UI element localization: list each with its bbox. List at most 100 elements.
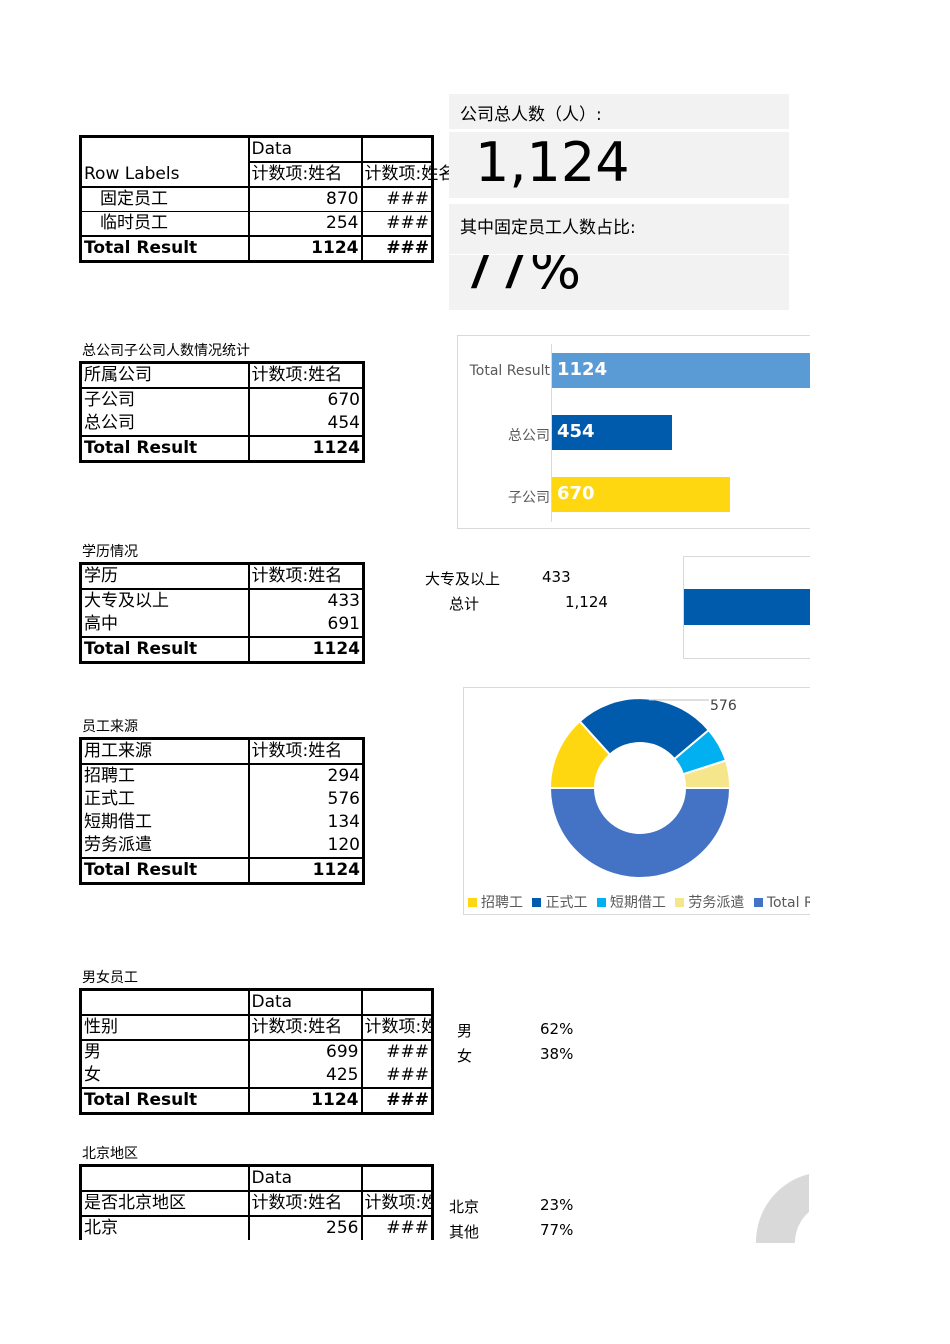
bar-value: 454 [557,421,595,442]
total-label: Total Result [79,857,250,884]
bar-label: 总公司 [508,428,550,444]
legend-item[interactable]: 劳务派遣 [675,895,744,911]
row-value: 254 [247,211,363,236]
pivot-table-education: 学历 计数项:姓名 大专及以上 433 高中 691 Total Result … [79,562,365,664]
caption-gender: 男女员工 [82,970,138,986]
total-label: Total Result [79,235,250,262]
row-value: 870 [247,187,363,212]
row-label: 正式工 [79,788,250,811]
side-label: 北京 [449,1198,480,1216]
caption-education: 学历情况 [82,544,138,560]
legend-item[interactable]: Total Res [753,895,810,911]
legend-label: 短期借工 [609,895,666,911]
row-value: ### [360,187,434,212]
row-value: ### [360,211,434,236]
side-value: 23% [540,1196,574,1214]
col-header: 计数项:姓名 [247,362,365,389]
col-header: 计数项:姓名 [360,162,455,188]
bar-total[interactable]: 1124 [552,353,810,388]
empty-cell [360,989,434,1016]
empty-cell [360,136,434,163]
side-label: 总计 [449,595,480,613]
empty-cell [360,1165,434,1192]
row-labels-header: Row Labels [79,162,250,188]
row-value: 433 [247,589,365,613]
bar-education[interactable] [684,589,810,625]
legend-item[interactable]: 正式工 [532,895,587,911]
side-value: 77% [540,1221,574,1239]
legend-swatch-icon [468,898,477,907]
pivot-table-gender: Data 性别 计数项:姓名 计数项:姓 男 699 ### 女 425 ###… [79,988,434,1115]
row-value: 425 [247,1064,363,1088]
side-value: 433 [542,568,571,586]
slice-regular [578,697,711,761]
kpi-total-value-card: 1,124 [449,132,789,198]
kpi-total-value: 1,124 [475,131,630,194]
donut-chart-beijing[interactable] [740,1160,809,1243]
row-value: 256 [247,1216,363,1240]
bar-label: 子公司 [508,490,550,506]
side-value: 62% [540,1020,574,1038]
axis-line [551,344,552,522]
row-label: 临时员工 [79,211,250,236]
row-value: 120 [247,834,365,858]
donut-data-label: 576 [710,698,737,714]
side-label: 大专及以上 [425,570,501,588]
pivot-table-company: 所属公司 计数项:姓名 子公司 670 总公司 454 Total Result… [79,361,365,463]
legend-item[interactable]: 招聘工 [468,895,523,911]
row-label: 高中 [79,613,250,637]
row-label: 女 [79,1064,250,1088]
caption-company: 总公司子公司人数情况统计 [82,343,250,359]
legend-swatch-icon [675,898,685,907]
kpi-ratio-label: 其中固定员工人数占比: [460,218,636,238]
col-header: 计数项:姓名 [247,1015,363,1041]
gray-arc-svg [755,1174,809,1243]
row-value: 670 [247,388,365,412]
kpi-total-label-card: 公司总人数（人）: [449,94,789,129]
bar-chart-education[interactable] [683,556,810,659]
kpi-ratio-value: 77% [461,255,582,301]
donut-legend: 招聘工 正式工 短期借工 劳务派遣 Total Res [468,892,810,912]
legend-swatch-icon [753,898,763,907]
row-label: 固定员工 [79,187,250,212]
col-header: 计数项:姓 [360,1191,434,1217]
col-header: 计数项:姓名 [247,563,365,590]
row-label: 子公司 [79,388,250,412]
row-value: ### [360,1064,434,1088]
empty-cell [79,1165,250,1192]
legend-label: Total Res [766,895,810,911]
side-label: 其他 [449,1223,480,1241]
data-header: Data [247,1165,363,1192]
total-label: Total Result [79,636,250,663]
kpi-ratio-value-card: 77% [449,255,789,310]
slice-total [548,787,732,879]
kpi-ratio-label-card: 其中固定员工人数占比: [449,204,789,254]
bar-label: Total Result [469,363,550,379]
header-label: 学历 [79,563,250,590]
empty-cell [79,989,250,1016]
bar-head-office[interactable]: 454 [552,415,672,450]
caption-source: 员工来源 [82,719,138,735]
row-value: 294 [247,764,365,788]
donut-chart-source[interactable]: 576 招聘工 正式工 短期借工 劳务派遣 Total Res [463,687,810,915]
row-value: ### [360,1216,434,1240]
row-label: 总公司 [79,412,250,436]
bar-chart-company[interactable]: Total Result 1124 总公司 454 子公司 670 [457,335,810,529]
row-value: ### [360,1040,434,1064]
row-label: 北京 [79,1216,250,1240]
total-label: Total Result [79,435,250,462]
col-header: 计数项:姓名 [247,1191,363,1217]
legend-swatch-icon [596,898,606,907]
gray-arc-slice [755,1174,809,1243]
row-value: 454 [247,412,365,436]
row-label: 大专及以上 [79,589,250,613]
pivot-table-employee-type: Data Row Labels 计数项:姓名 计数项:姓名 固定员工 870 #… [79,135,455,263]
donut-svg [548,697,732,879]
legend-item[interactable]: 短期借工 [596,895,666,911]
header-label: 性别 [79,1015,250,1041]
row-label: 短期借工 [79,811,250,834]
caption-beijing: 北京地区 [82,1146,138,1162]
header-label: 所属公司 [79,362,250,389]
bar-subsidiary[interactable]: 670 [552,477,730,512]
bar-value: 1124 [557,359,608,380]
